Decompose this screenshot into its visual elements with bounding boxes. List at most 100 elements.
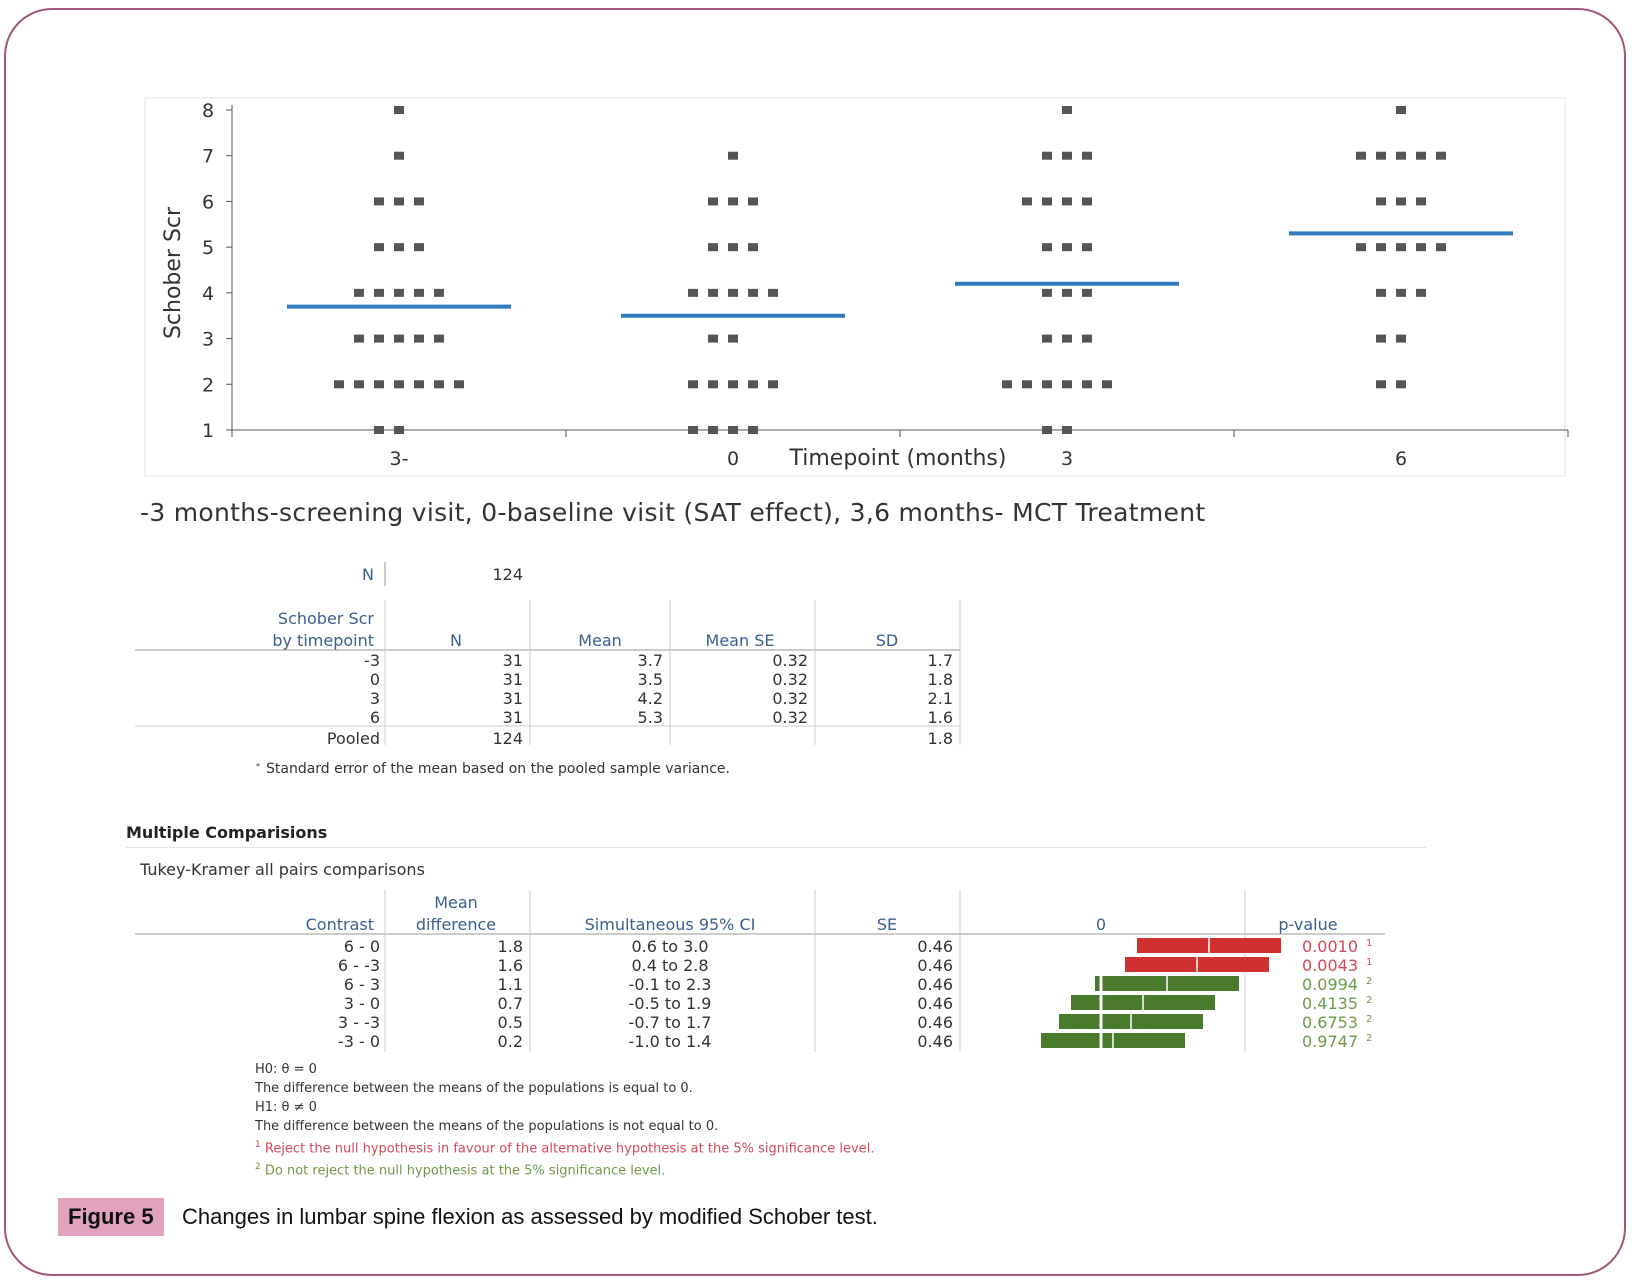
cell-mean-diff: 0.2 — [498, 1032, 523, 1051]
cell-sd: 1.7 — [928, 651, 953, 670]
data-point — [688, 288, 698, 297]
data-point — [728, 380, 738, 389]
n-value: 124 — [492, 565, 523, 584]
y-tick-label: 5 — [202, 237, 214, 259]
data-point — [1062, 106, 1072, 114]
y-tick-label: 2 — [202, 374, 214, 396]
cell-n: 31 — [503, 670, 523, 689]
data-point — [1042, 288, 1052, 297]
data-point — [1376, 151, 1386, 160]
data-point — [1062, 288, 1072, 297]
data-point — [1022, 380, 1032, 389]
scatter-chart: 1 2 3 4 5 6 7 8 3- 0 3 6 Schober Scr Timepoint (mon… — [144, 97, 1569, 477]
comparisons-subheading: Tukey-Kramer all pairs comparisons — [140, 860, 425, 879]
cell-ci: 0.4 to 2.8 — [631, 956, 708, 975]
data-point — [414, 380, 424, 389]
cell-mean-diff: 1.6 — [498, 956, 523, 975]
data-point — [1082, 243, 1092, 252]
data-point — [1376, 243, 1386, 252]
data-point — [1062, 243, 1072, 252]
cell-contrast: 3 - -3 — [338, 1013, 380, 1032]
table-row: 0 31 3.5 0.32 1.8 — [370, 670, 953, 689]
h0-text: The difference between the means of the … — [255, 1081, 693, 1096]
cell-p-note: 2 — [1366, 976, 1372, 987]
cell-contrast: 6 - 3 — [344, 975, 380, 994]
cell-ci: -0.1 to 2.3 — [629, 975, 712, 994]
data-point — [394, 288, 404, 297]
table-row: 6 - -3 1.6 0.4 to 2.8 0.46 0.0043 1 — [338, 956, 1372, 975]
x-tick-label: 0 — [727, 448, 739, 470]
cell-mean-diff: 1.8 — [498, 937, 523, 956]
data-point — [394, 334, 404, 343]
col-diff-1: Mean — [434, 893, 478, 912]
data-point — [728, 334, 738, 343]
y-tick-label: 8 — [202, 100, 214, 122]
data-point — [354, 334, 364, 343]
h1-label: H1: θ ≠ 0 — [255, 1100, 317, 1115]
footnote-marker: * — [256, 762, 260, 771]
data-point — [414, 288, 424, 297]
data-point — [374, 426, 384, 434]
data-point — [374, 380, 384, 389]
data-point — [708, 243, 718, 252]
cell-p-note: 2 — [1366, 1033, 1372, 1044]
data-point — [1396, 197, 1406, 206]
data-point — [1416, 243, 1426, 252]
cell-ci: -1.0 to 1.4 — [629, 1032, 712, 1051]
table-row: 3 - 0 0.7 -0.5 to 1.9 0.46 0.4135 2 — [344, 994, 1373, 1013]
group-header-2: by timepoint — [272, 631, 374, 650]
cell-mean-se: 0.32 — [772, 708, 808, 727]
col-sd: SD — [876, 631, 898, 650]
comparisons-table: Contrast Mean difference Simultaneous 95… — [135, 890, 1385, 1052]
table-row: 3 31 4.2 0.32 2.1 — [370, 689, 953, 708]
cell-ci: -0.7 to 1.7 — [629, 1013, 712, 1032]
data-point — [748, 197, 758, 206]
data-point — [1376, 334, 1386, 343]
comparisons-heading: Multiple Comparisions — [126, 823, 328, 842]
figure-caption: Changes in lumbar spine flexion as asses… — [182, 1204, 878, 1229]
data-point — [454, 380, 464, 389]
x-tick-label: 3 — [1061, 448, 1073, 470]
cell-mean-diff: 0.7 — [498, 994, 523, 1013]
cell-mean-se: 0.32 — [772, 670, 808, 689]
group-header-1: Schober Scr — [278, 609, 375, 628]
data-point — [748, 243, 758, 252]
data-point — [1062, 334, 1072, 343]
col-mean: Mean — [578, 631, 622, 650]
data-point — [1102, 380, 1112, 389]
x-tick-label: 3- — [390, 448, 409, 470]
note-reject: Reject the null hypothesis in favour of … — [264, 1141, 875, 1157]
data-point — [768, 288, 778, 297]
cell-se: 0.46 — [917, 1032, 953, 1051]
cell-p-value: 0.0043 — [1302, 956, 1358, 975]
cell-n: 124 — [492, 729, 523, 748]
cell-p-value: 0.0994 — [1302, 975, 1358, 994]
figure-label: Figure 5 — [58, 1198, 164, 1236]
cell-ci: 0.6 to 3.0 — [631, 937, 708, 956]
summary-footnote: Standard error of the mean based on the … — [266, 761, 730, 777]
table-row: 6 31 5.3 0.32 1.6 — [370, 708, 953, 727]
y-tick-label: 6 — [202, 191, 214, 213]
data-point — [748, 380, 758, 389]
data-point — [1356, 243, 1366, 252]
data-point — [394, 380, 404, 389]
data-point — [394, 426, 404, 434]
cell-se: 0.46 — [917, 975, 953, 994]
y-tick-label: 7 — [202, 146, 214, 168]
table-row: 6 - 3 1.1 -0.1 to 2.3 0.46 0.0994 2 — [344, 975, 1373, 994]
cell-n: 31 — [503, 689, 523, 708]
col-zero: 0 — [1096, 915, 1106, 934]
cell-mean-diff: 0.5 — [498, 1013, 523, 1032]
col-contrast: Contrast — [306, 915, 374, 934]
cell-ci: -0.5 to 1.9 — [629, 994, 712, 1013]
data-point — [1082, 197, 1092, 206]
cell-contrast: 6 - -3 — [338, 956, 380, 975]
data-point — [1082, 151, 1092, 160]
h0-label: H0: θ = 0 — [255, 1062, 317, 1077]
summary-table: N 124 Schober Scr by timepoint N Mean Me… — [135, 562, 961, 777]
y-tick-label: 1 — [202, 420, 214, 442]
data-point — [728, 243, 738, 252]
cell-se: 0.46 — [917, 937, 953, 956]
cell-timepoint: 6 — [370, 708, 380, 727]
data-point — [1062, 426, 1072, 434]
